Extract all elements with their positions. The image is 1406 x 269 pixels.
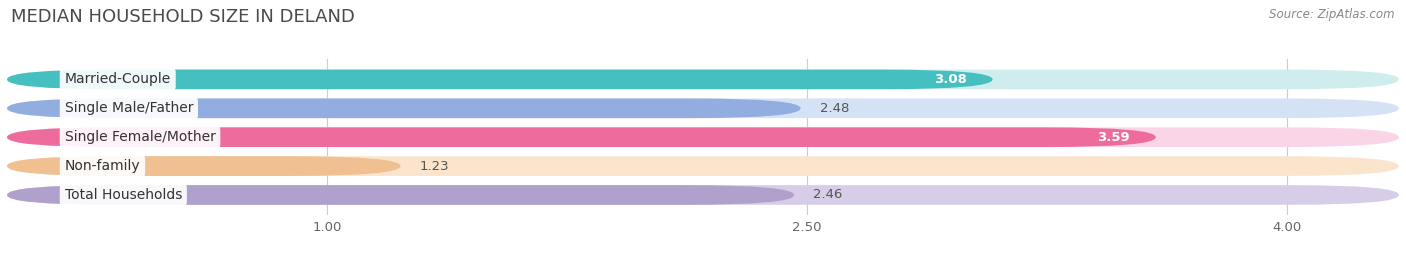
Text: 1.23: 1.23 — [420, 160, 450, 173]
FancyBboxPatch shape — [7, 70, 993, 89]
Text: 3.59: 3.59 — [1098, 131, 1130, 144]
Text: Total Households: Total Households — [65, 188, 181, 202]
Text: 2.46: 2.46 — [814, 189, 842, 201]
FancyBboxPatch shape — [7, 185, 794, 205]
FancyBboxPatch shape — [7, 70, 1399, 89]
Text: Non-family: Non-family — [65, 159, 141, 173]
Text: Source: ZipAtlas.com: Source: ZipAtlas.com — [1270, 8, 1395, 21]
Text: Married-Couple: Married-Couple — [65, 72, 172, 86]
Text: 3.08: 3.08 — [934, 73, 967, 86]
Text: Single Female/Mother: Single Female/Mother — [65, 130, 215, 144]
Text: 2.48: 2.48 — [820, 102, 849, 115]
FancyBboxPatch shape — [7, 127, 1156, 147]
Text: MEDIAN HOUSEHOLD SIZE IN DELAND: MEDIAN HOUSEHOLD SIZE IN DELAND — [11, 8, 356, 26]
FancyBboxPatch shape — [7, 156, 1399, 176]
Text: Single Male/Father: Single Male/Father — [65, 101, 193, 115]
FancyBboxPatch shape — [7, 156, 401, 176]
FancyBboxPatch shape — [7, 98, 800, 118]
FancyBboxPatch shape — [7, 185, 1399, 205]
FancyBboxPatch shape — [7, 127, 1399, 147]
FancyBboxPatch shape — [7, 98, 1399, 118]
